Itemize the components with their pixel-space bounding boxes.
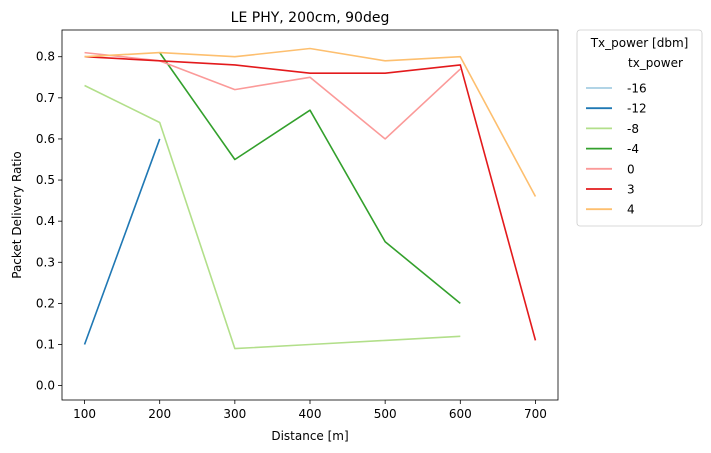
series-line-4 xyxy=(84,47,537,197)
series-line--12 xyxy=(83,138,161,345)
y-tick-label: 0.3 xyxy=(36,255,55,269)
legend-label: -4 xyxy=(627,142,639,156)
y-tick-label: 0.0 xyxy=(36,379,55,393)
y-axis-label: Packet Delivery Ratio xyxy=(10,151,24,279)
legend-label: 0 xyxy=(627,162,635,176)
y-axis: 0.0 0.1 0.2 0.3 0.4 0.5 0.6 0.7 0.8 xyxy=(36,50,62,393)
legend-label: -8 xyxy=(627,122,639,136)
y-tick-label: 0.8 xyxy=(36,50,55,64)
legend: Tx_power [dbm] tx_power -16 -12 -8 -4 0 3 4 xyxy=(576,29,703,227)
series-line-3 xyxy=(84,55,537,341)
x-tick-label: 500 xyxy=(374,407,397,421)
y-tick-label: 0.6 xyxy=(36,132,55,146)
y-tick-label: 0.7 xyxy=(36,91,55,105)
legend-subtitle: tx_power xyxy=(628,56,683,70)
x-tick-label: 300 xyxy=(223,407,246,421)
x-tick-label: 600 xyxy=(449,407,472,421)
legend-label: -16 xyxy=(627,82,647,96)
y-tick-label: 0.1 xyxy=(36,338,55,352)
x-axis: 100 200 300 400 500 600 700 xyxy=(73,400,547,421)
legend-label: 4 xyxy=(627,203,635,217)
legend-title: Tx_power [dbm] xyxy=(590,36,689,50)
y-tick-label: 0.4 xyxy=(36,214,55,228)
x-axis-label: Distance [m] xyxy=(271,429,348,443)
x-tick-label: 100 xyxy=(73,407,96,421)
x-tick-label: 200 xyxy=(148,407,171,421)
series-layer xyxy=(83,47,537,350)
chart-title: LE PHY, 200cm, 90deg xyxy=(231,10,390,26)
legend-entries: -16 -12 -8 -4 0 3 4 xyxy=(586,82,647,217)
x-tick-label: 700 xyxy=(524,407,547,421)
x-tick-label: 400 xyxy=(299,407,322,421)
y-tick-label: 0.2 xyxy=(36,296,55,310)
legend-label: -12 xyxy=(627,102,647,116)
legend-box xyxy=(576,29,703,227)
series-line--8 xyxy=(84,84,461,350)
y-tick-label: 0.5 xyxy=(36,173,55,187)
legend-label: 3 xyxy=(627,183,635,197)
series-line--4 xyxy=(159,52,461,305)
